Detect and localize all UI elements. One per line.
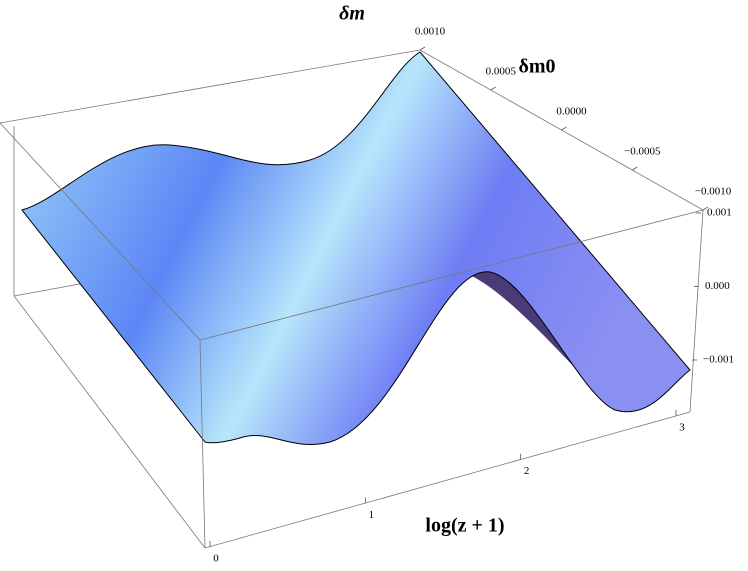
- y-tick-label: 0.0000: [556, 106, 587, 118]
- y-tick: [490, 86, 496, 91]
- y-tick: [419, 46, 426, 51]
- x-tick-label: 3: [679, 422, 685, 434]
- z-tick-label: 0.001: [707, 207, 732, 219]
- z-tick-label: −0.001: [703, 354, 734, 366]
- y-tick: [632, 166, 638, 171]
- y-tick-label: −0.0005: [624, 146, 661, 158]
- y-tick: [702, 206, 709, 211]
- x-tick-label: 1: [369, 509, 375, 521]
- z-axis-label: δm: [339, 3, 365, 25]
- box-front: [0, 122, 704, 549]
- x-axis-label: log(z + 1): [425, 515, 504, 537]
- x-tick-label: 2: [524, 465, 530, 477]
- y-tick-label: 0.0005: [486, 66, 517, 78]
- y-axis-label: δm0: [518, 56, 555, 78]
- y-tick: [561, 126, 567, 131]
- y-tick-label: 0.0010: [415, 26, 446, 38]
- y-tick-label: −0.0010: [695, 186, 732, 198]
- x-tick-label: 0: [213, 553, 219, 565]
- surface: [21, 51, 691, 445]
- z-tick-label: 0.000: [705, 280, 730, 292]
